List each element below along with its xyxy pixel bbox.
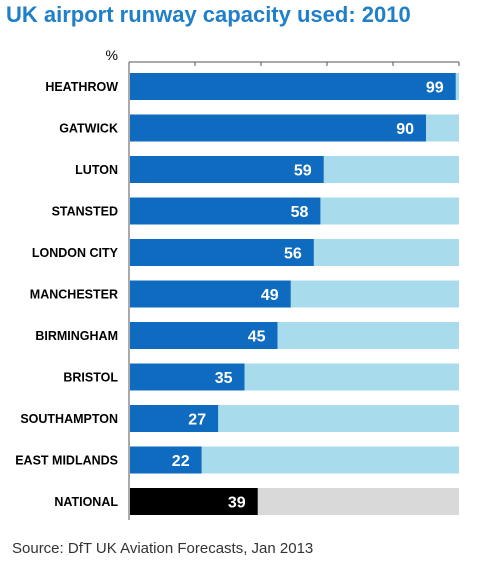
bar: [130, 239, 314, 266]
bar: [130, 73, 456, 100]
data-label: 90: [396, 121, 414, 138]
data-label: 22: [172, 453, 190, 470]
data-label: 56: [284, 246, 302, 263]
category-label: EAST MIDLANDS: [15, 454, 118, 468]
bar: [130, 363, 245, 391]
category-label: LONDON CITY: [32, 246, 119, 260]
chart-title: UK airport runway capacity used: 2010: [6, 2, 411, 27]
data-label: 59: [294, 163, 312, 180]
bar: [130, 446, 202, 474]
category-label: BIRMINGHAM: [35, 329, 118, 343]
category-label: NATIONAL: [54, 495, 118, 509]
bar: [130, 322, 278, 349]
data-label: 39: [228, 495, 246, 512]
category-label: LUTON: [75, 163, 118, 177]
source-note: Source: DfT UK Aviation Forecasts, Jan 2…: [12, 540, 314, 557]
data-label: 58: [291, 204, 309, 221]
data-label: 49: [261, 287, 279, 304]
bar: [130, 405, 219, 432]
category-label: HEATHROW: [45, 80, 118, 94]
category-label: GATWICK: [59, 122, 118, 136]
data-label: 27: [188, 412, 206, 429]
bar: [130, 488, 258, 515]
category-label: BRISTOL: [63, 371, 118, 385]
unit-label: %: [106, 47, 118, 63]
category-label: MANCHESTER: [30, 288, 118, 302]
data-label: 35: [215, 370, 233, 387]
bar: [130, 114, 426, 142]
category-label: SOUTHAMPTON: [20, 412, 118, 426]
category-label: STANSTED: [52, 205, 118, 219]
bar: [130, 156, 324, 183]
bar: [130, 197, 321, 225]
data-label: 99: [426, 80, 444, 97]
bar: [130, 280, 291, 308]
data-label: 45: [248, 329, 266, 346]
